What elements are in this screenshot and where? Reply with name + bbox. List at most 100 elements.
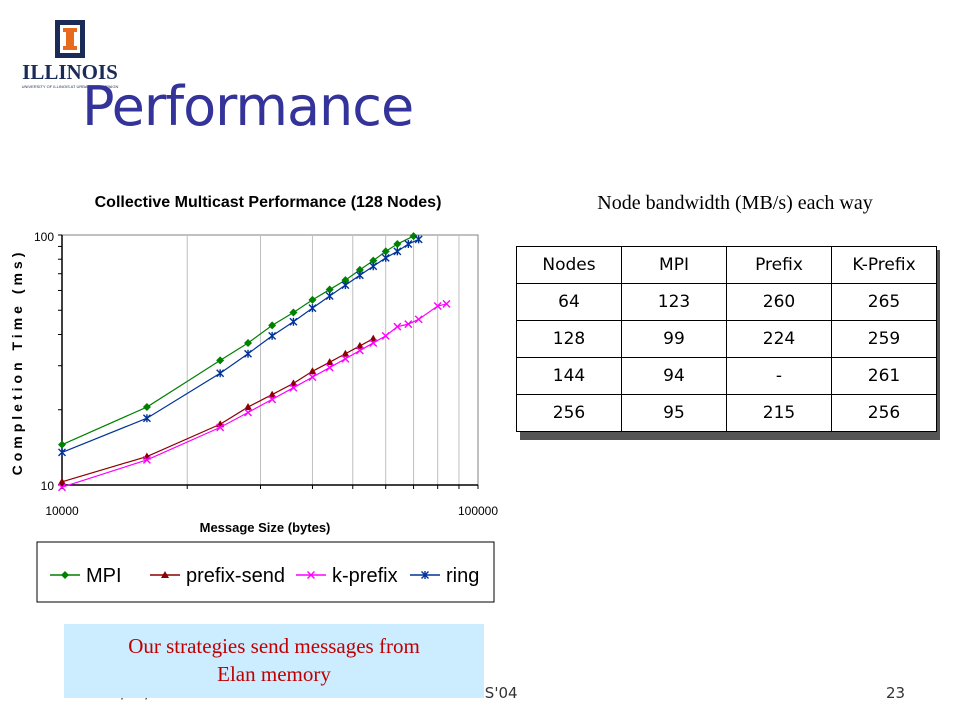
legend-item-prefix-send: prefix-send: [150, 565, 285, 587]
chart-area: Collective Multicast Performance (128 No…: [0, 180, 520, 610]
legend-label-ring: ring: [446, 565, 479, 587]
data-point-mpi: [268, 321, 277, 330]
series-mpi: [58, 232, 418, 449]
logo-i-mark: [66, 28, 74, 50]
table-cell: 94: [621, 357, 727, 395]
table-cell: 95: [621, 394, 727, 432]
chart-legend: MPI prefix-send k-prefix ring: [36, 541, 495, 603]
y-axis-label: Completion Time (ms): [9, 249, 25, 476]
data-point-ring: [404, 240, 413, 249]
legend-label-mpi: MPI: [86, 565, 122, 587]
table-cell: 259: [831, 320, 937, 358]
data-point-k-prefix: [268, 395, 277, 404]
table-cell: 215: [726, 394, 832, 432]
table-cell: 224: [726, 320, 832, 358]
table-cell: 64: [516, 283, 622, 321]
data-point-ring: [355, 271, 364, 280]
legend-item-ring: ring: [410, 565, 479, 587]
data-point-k-prefix: [216, 423, 225, 432]
data-point-mpi: [289, 308, 298, 317]
performance-chart: Collective Multicast Performance (128 No…: [9, 194, 498, 603]
table-cell: 128: [516, 320, 622, 358]
data-point-k-prefix: [433, 302, 442, 310]
data-point-mpi: [142, 403, 151, 412]
data-point-ring: [58, 448, 66, 457]
table-cell: 261: [831, 357, 937, 395]
note-line-2: Elan memory: [217, 662, 331, 686]
data-point-ring: [216, 369, 225, 378]
table-cell: 265: [831, 283, 937, 321]
data-point-prefix-send: [244, 403, 253, 411]
data-point-ring: [325, 292, 334, 301]
data-point-prefix-send: [308, 367, 317, 375]
table-header-cell: MPI: [621, 246, 727, 284]
table-row: 128 99 224 259: [516, 320, 937, 358]
logo-subtext: UNIVERSITY OF ILLINOIS AT URBANA-CHAMPAI…: [22, 84, 119, 89]
page-title: Performance: [82, 75, 414, 138]
data-point-ring: [308, 304, 317, 313]
data-point-mpi: [393, 240, 402, 249]
data-point-mpi: [58, 440, 66, 449]
data-point-k-prefix: [289, 383, 298, 392]
table-header-row: Nodes MPI Prefix K-Prefix: [516, 246, 937, 284]
table-header-cell: Nodes: [516, 246, 622, 284]
data-point-k-prefix: [404, 320, 413, 329]
x-tick-label-min: 10000: [45, 504, 79, 518]
table-cell: 256: [516, 394, 622, 432]
data-point-k-prefix: [381, 331, 390, 340]
data-point-k-prefix: [308, 373, 317, 382]
table-cell: 144: [516, 357, 622, 395]
legend-box: [36, 541, 495, 603]
legend-marker-mpi: [61, 571, 69, 579]
data-point-ring: [289, 317, 298, 326]
data-point-prefix-send: [355, 341, 364, 349]
legend-label-prefix-send: prefix-send: [186, 565, 285, 587]
data-point-k-prefix: [244, 408, 253, 417]
data-point-k-prefix: [414, 315, 423, 324]
data-point-k-prefix: [58, 483, 66, 492]
data-point-k-prefix: [442, 299, 451, 308]
y-tick-label-min: 10: [41, 479, 55, 493]
logo-wordmark: ILLINOIS: [22, 60, 118, 84]
data-point-ring: [414, 235, 423, 244]
data-point-k-prefix: [393, 322, 402, 331]
table-header-cell: K-Prefix: [831, 246, 937, 284]
data-point-k-prefix: [142, 455, 151, 464]
data-point-ring: [369, 262, 378, 271]
data-point-ring: [381, 253, 390, 262]
data-point-ring: [341, 281, 350, 290]
data-point-prefix-send: [341, 349, 350, 357]
data-point-prefix-send: [268, 390, 277, 398]
table-row: 64 123 260 265: [516, 283, 937, 321]
note-line-1: Our strategies send messages from: [128, 634, 420, 658]
data-point-ring: [268, 331, 277, 340]
data-point-mpi: [381, 247, 390, 256]
table-header-cell: Prefix: [726, 246, 832, 284]
note-box: Our strategies send messages from Elan m…: [64, 624, 484, 698]
data-point-k-prefix: [325, 363, 334, 372]
chart-title: Collective Multicast Performance (128 No…: [95, 194, 442, 211]
university-logo: ILLINOIS UNIVERSITY OF ILLINOIS AT URBAN…: [22, 20, 119, 89]
data-point-mpi: [244, 338, 253, 347]
data-point-k-prefix: [355, 346, 364, 355]
data-point-prefix-send: [58, 477, 66, 485]
data-point-mpi: [216, 356, 225, 365]
y-tick-label-max: 100: [34, 230, 54, 244]
data-point-mpi: [308, 295, 317, 304]
legend-marker-prefix-send: [161, 571, 169, 578]
legend-marker-ring: [421, 571, 429, 579]
table-cell: 123: [621, 283, 727, 321]
legend-item-mpi: MPI: [50, 565, 122, 587]
table-cell: 256: [831, 394, 937, 432]
data-point-mpi: [325, 285, 334, 294]
plot-layer: [58, 232, 479, 492]
table-row: 256 95 215 256: [516, 394, 937, 432]
data-point-mpi: [369, 256, 378, 265]
legend-marker-k-prefix: [307, 571, 315, 579]
data-point-prefix-send: [289, 379, 298, 387]
table-cell: 99: [621, 320, 727, 358]
series-ring: [58, 235, 423, 457]
data-point-prefix-send: [325, 358, 334, 366]
data-point-mpi: [355, 265, 364, 274]
x-tick-label-max: 100000: [458, 504, 498, 518]
